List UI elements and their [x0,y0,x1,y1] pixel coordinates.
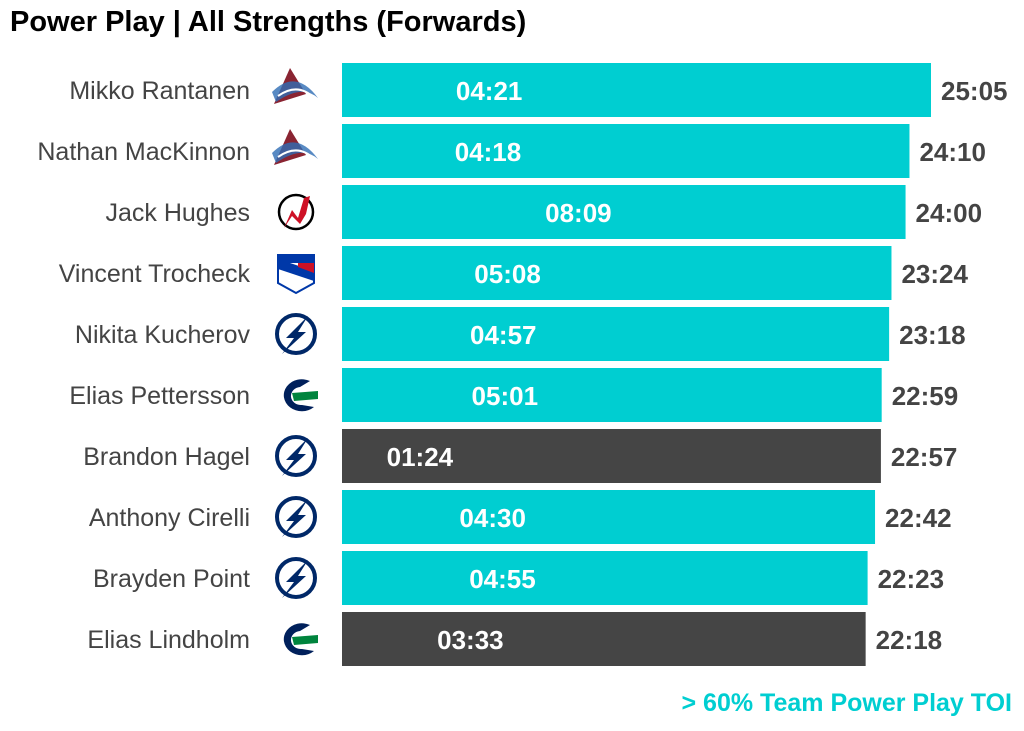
bar-row: Mikko Rantanen 04:21 25:05 [69,63,1008,117]
bar-row: Elias Pettersson 05:01 22:59 [69,368,958,422]
player-label: Brayden Point [93,565,250,593]
pp-toi-label: 04:30 [459,503,526,533]
pp-toi-label: 01:24 [387,442,454,472]
rangers-logo-icon [277,254,315,295]
total-toi-label: 22:57 [891,442,958,472]
total-toi-label: 22:42 [885,503,952,533]
canucks-logo-icon [283,379,318,412]
avalanche-logo-icon [272,129,318,165]
pp-toi-label: 08:09 [545,198,612,228]
pp-toi-label: 04:18 [455,137,522,167]
player-label: Brandon Hagel [83,443,250,471]
player-label: Elias Lindholm [87,626,250,654]
total-toi-label: 24:10 [919,137,986,167]
devils-logo-icon [277,193,315,231]
lightning-logo-icon [275,496,317,538]
avalanche-logo-icon [272,68,318,104]
bar-row: Elias Lindholm 03:33 22:18 [87,612,942,666]
bar-row: Vincent Trocheck 05:08 23:24 [59,246,969,300]
pp-toi-label: 04:21 [456,76,523,106]
player-label: Nikita Kucherov [75,321,251,349]
player-label: Vincent Trocheck [59,260,251,288]
bar [342,124,910,178]
pp-toi-label: 03:33 [437,625,504,655]
bar-row: Nikita Kucherov 04:57 23:18 [75,307,966,361]
pp-toi-label: 04:55 [469,564,536,594]
total-toi-label: 22:23 [878,564,945,594]
lightning-logo-icon [275,435,317,477]
bar [342,490,876,544]
bar [342,551,868,605]
chart-title: Power Play | All Strengths (Forwards) [10,6,527,38]
player-label: Mikko Rantanen [69,77,250,105]
total-toi-label: 23:24 [901,259,968,289]
lightning-logo-icon [275,557,317,599]
bar [342,185,906,239]
bar-row: Jack Hughes 08:09 24:00 [105,185,982,239]
bar-row: Brayden Point 04:55 22:23 [93,551,944,605]
bar [342,429,881,483]
bar [342,307,890,361]
legend-caption: > 60% Team Power Play TOI [681,689,1012,717]
bar [342,612,866,666]
bar-row: Brandon Hagel 01:24 22:57 [83,429,957,483]
player-label: Nathan MacKinnon [37,138,250,166]
total-toi-label: 23:18 [899,320,966,350]
bar [342,63,931,117]
player-label: Jack Hughes [105,199,250,227]
total-toi-label: 22:18 [876,625,943,655]
player-label: Elias Pettersson [69,382,250,410]
lightning-logo-icon [275,313,317,355]
bar [342,368,882,422]
total-toi-label: 25:05 [941,76,1008,106]
pp-toi-label: 05:08 [474,259,541,289]
bar-row: Anthony Cirelli 04:30 22:42 [89,490,952,544]
total-toi-label: 22:59 [892,381,959,411]
bar [342,246,892,300]
bar-row: Nathan MacKinnon 04:18 24:10 [37,124,986,178]
pp-toi-label: 04:57 [470,320,537,350]
canucks-logo-icon [283,623,318,656]
player-label: Anthony Cirelli [89,504,250,532]
total-toi-label: 24:00 [916,198,983,228]
pp-toi-label: 05:01 [472,381,539,411]
